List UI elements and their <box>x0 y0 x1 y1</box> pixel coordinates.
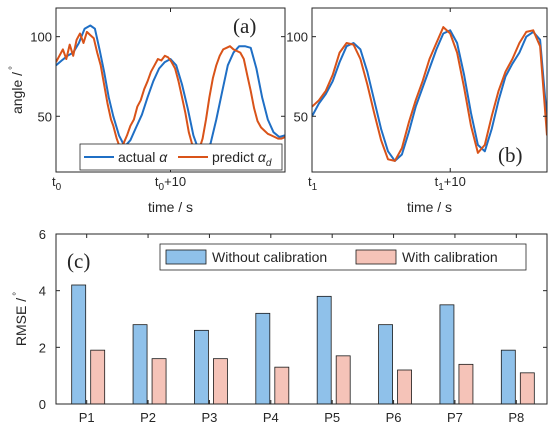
bar-P1-1 <box>90 349 106 405</box>
panel-label-a: (a) <box>233 14 256 38</box>
bar-P5-1 <box>335 355 351 405</box>
bar-P5-0 <box>316 295 332 405</box>
category-label: P3 <box>201 410 217 425</box>
legend-label-1: predict αd <box>212 149 272 169</box>
axes-frame-b <box>311 7 548 173</box>
bar-P6-0 <box>378 324 393 405</box>
legend-box <box>159 243 527 271</box>
bar-P2-0 <box>132 324 148 405</box>
xtick-label: t1+10 <box>435 174 466 193</box>
ytick-label: 100 <box>30 30 52 45</box>
category-label: P4 <box>263 410 279 425</box>
series-line-a-1 <box>56 30 285 153</box>
y-axis-label: angle /° <box>8 66 25 114</box>
xtick-label: t0+10 <box>155 174 186 193</box>
x-axis-label: time / s <box>407 199 452 215</box>
bar-P8-0 <box>500 349 516 405</box>
ytick-label: 4 <box>39 284 46 299</box>
xtick-label: t1 <box>308 174 318 193</box>
category-label: P1 <box>79 410 95 425</box>
x-axis-label: time / s <box>148 199 193 215</box>
panel-c: P1 P2 P3 P4 P5 P6 P7 P8 0 2 4 6 RMSE /° (c) Without ca… <box>12 227 548 425</box>
ytick-label: 50 <box>294 109 308 124</box>
bar-P8-1 <box>519 372 535 405</box>
ytick-label: 2 <box>39 340 46 355</box>
panel-label-b: (b) <box>498 143 523 167</box>
panel-a: 50 100 t0 t0+10 time / s angle /° (a) actual α p… <box>8 7 286 215</box>
axes-frame-c <box>55 233 548 405</box>
bar-P1-0 <box>71 284 87 405</box>
category-label: P8 <box>508 410 524 425</box>
panel-b: 50 100 t1 t1+10 time / s (b) <box>286 7 548 215</box>
bar-P4-0 <box>255 312 271 405</box>
y-axis-label: RMSE /° <box>12 292 29 346</box>
series-line-b-0 <box>312 29 547 162</box>
ytick-label: 100 <box>286 30 308 45</box>
legend-swatch-0 <box>165 249 207 265</box>
legend-c: Without calibration With calibration <box>159 243 527 271</box>
xtick-label: t0 <box>52 174 62 193</box>
bar-P3-1 <box>213 358 228 405</box>
panel-label-c: (c) <box>67 249 90 273</box>
ytick-label: 50 <box>38 109 52 124</box>
ytick-label: 6 <box>39 227 46 242</box>
bar-P2-1 <box>151 358 167 405</box>
category-label: P2 <box>140 410 156 425</box>
bar-P3-0 <box>194 329 209 405</box>
series-line-a-0 <box>56 24 285 154</box>
bar-P6-1 <box>397 369 412 405</box>
bar-P7-1 <box>458 363 474 405</box>
ytick-label: 0 <box>39 397 46 412</box>
bar-P7-0 <box>439 304 455 405</box>
legend-label-0: Without calibration <box>212 249 327 265</box>
bar-P4-1 <box>274 366 290 405</box>
legend-label-1: With calibration <box>402 249 498 265</box>
category-label: P6 <box>386 410 402 425</box>
category-label: P7 <box>447 410 463 425</box>
category-label: P5 <box>324 410 340 425</box>
series-line-b-1 <box>312 26 547 162</box>
legend-swatch-1 <box>355 249 397 265</box>
legend-a: actual α predict αd <box>79 143 283 171</box>
legend-label-0: actual α <box>118 149 168 165</box>
